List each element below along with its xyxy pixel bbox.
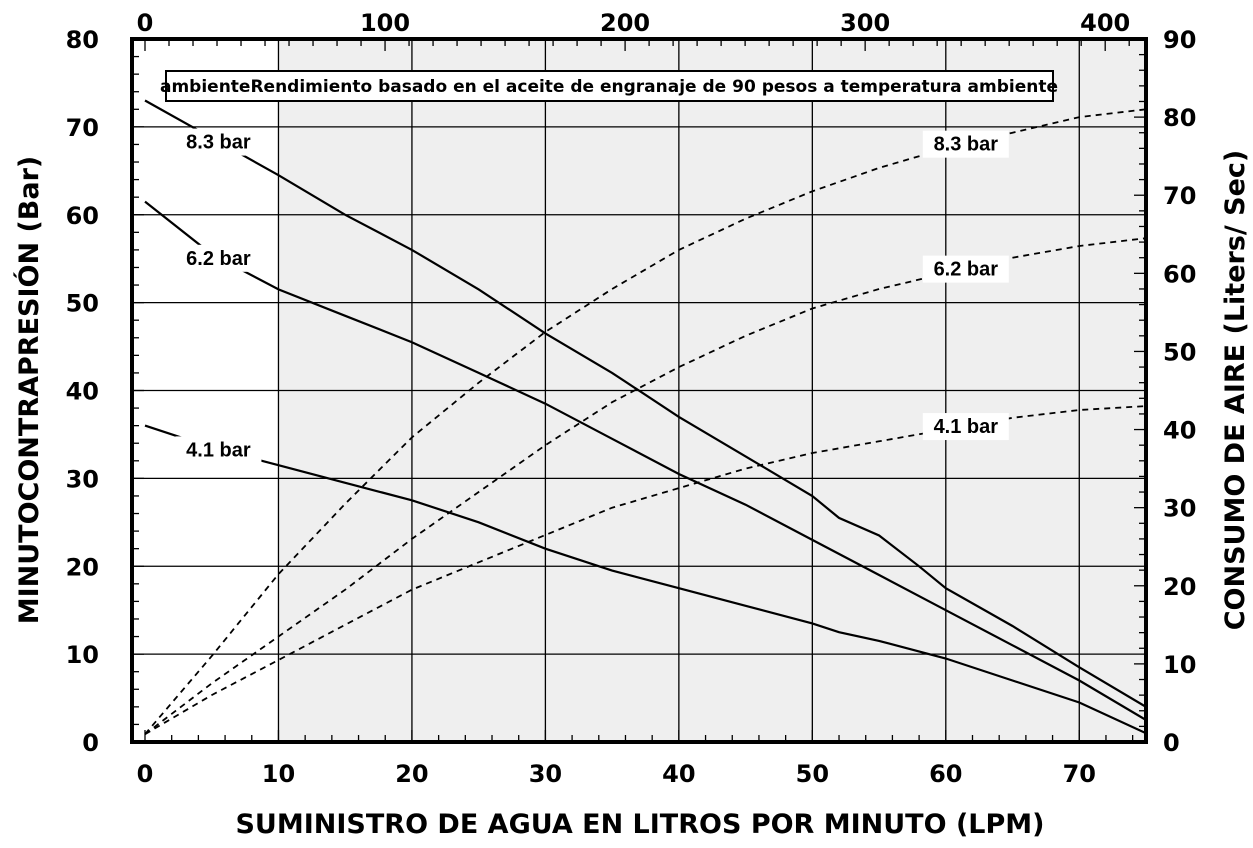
- curve-labels: 8.3 bar 6.2 bar 4.1 bar 8.3 bar 6.2 bar 4.1 b…: [175, 128, 1009, 464]
- y2-tick-label: 20: [1163, 573, 1196, 601]
- y-tick-label: 80: [66, 26, 99, 54]
- x2-tick-label: 200: [600, 9, 650, 37]
- note-text: ambienteRendimiento basado en el aceite …: [160, 77, 1058, 97]
- pressure-line-6-2-bar: [144, 200, 1147, 721]
- plot-frame: [130, 37, 1148, 744]
- x-tick-label: 0: [137, 760, 154, 788]
- pressure-line-4-1-bar: [144, 424, 1147, 735]
- y-axis-title: MINUTOCONTRAPRESIÓN (Bar): [13, 156, 45, 625]
- y2-tick-label: 60: [1163, 260, 1196, 288]
- air-line-6-2-bar: [144, 237, 1147, 735]
- x-tick-label: 20: [395, 760, 428, 788]
- x-tick-label: 30: [529, 760, 562, 788]
- y-tick-label: 0: [82, 729, 99, 757]
- air-label-4-1-bar: 4.1 bar: [934, 416, 999, 438]
- pressure-label-8-3-bar: 8.3 bar: [186, 132, 251, 154]
- curve-label-bg: [922, 130, 1009, 158]
- pressure-label-4-1-bar: 4.1 bar: [186, 439, 251, 461]
- y-tick-label: 40: [66, 378, 99, 406]
- x2-tick-label: 300: [840, 9, 890, 37]
- x2-tick-label: 100: [360, 9, 410, 37]
- y-tick-label: 60: [66, 202, 99, 230]
- y2-tick-label: 10: [1163, 651, 1196, 679]
- curve-label-bg: [922, 255, 1009, 283]
- y2-tick-label: 30: [1163, 495, 1196, 523]
- x-tick-label: 70: [1063, 760, 1096, 788]
- y-tick-label: 70: [66, 114, 99, 142]
- curve-label-bg: [922, 413, 1009, 441]
- y2-tick-label: 0: [1163, 729, 1180, 757]
- x2-tick-label: 400: [1080, 9, 1130, 37]
- y-tick-label: 30: [66, 465, 99, 493]
- curve-label-bg: [175, 128, 262, 156]
- y2-tick-label: 50: [1163, 338, 1196, 366]
- x-tick-label: 10: [262, 760, 295, 788]
- x-tick-label: 50: [796, 760, 829, 788]
- curve-label-bg: [175, 244, 262, 272]
- x-tick-label: 60: [929, 760, 962, 788]
- y2-tick-label: 40: [1163, 417, 1196, 445]
- x-axis-title: SUMINISTRO DE AGUA EN LITROS POR MINUTO …: [235, 809, 1044, 840]
- y2-tick-label: 70: [1163, 182, 1196, 210]
- pressure-label-6-2-bar: 6.2 bar: [186, 248, 251, 270]
- y-tick-label: 50: [66, 290, 99, 318]
- curve-label-bg: [175, 436, 262, 464]
- air-label-8-3-bar: 8.3 bar: [934, 134, 999, 156]
- x-tick-label: 40: [662, 760, 695, 788]
- y-tick-label: 20: [66, 553, 99, 581]
- air-label-6-2-bar: 6.2 bar: [934, 259, 999, 281]
- y2-tick-label: 90: [1163, 26, 1196, 54]
- note-box: [165, 70, 1054, 102]
- pressure-line-8-3-bar: [144, 99, 1147, 708]
- y-tick-label: 10: [66, 641, 99, 669]
- tick-labels: 0 10 20 30 40 50 60 700 100 200 300 400010203040506…: [66, 9, 1197, 788]
- y2-tick-label: 80: [1163, 104, 1196, 132]
- y2-axis-title: CONSUMO DE AIRE (Liters/ Sec): [1220, 150, 1251, 631]
- x2-tick-label: 0: [137, 9, 154, 37]
